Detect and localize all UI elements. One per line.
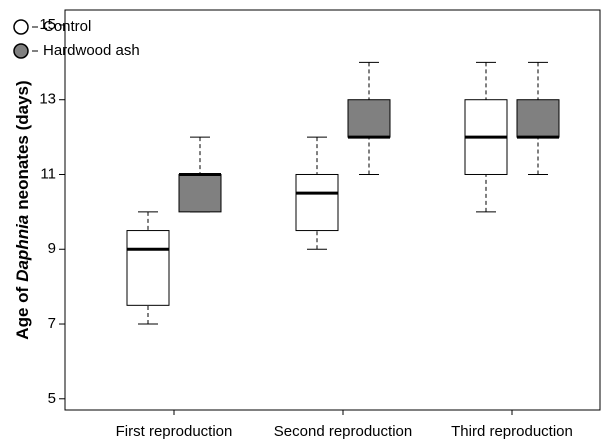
x-tick-label: Third reproduction xyxy=(451,423,573,440)
box xyxy=(126,230,170,306)
box xyxy=(347,99,391,138)
legend-label: Hardwood ash xyxy=(43,42,140,59)
box xyxy=(178,173,222,213)
y-label-part: Age of xyxy=(13,286,32,339)
y-tick-label: 11 xyxy=(40,165,56,182)
y-tick-label: 7 xyxy=(48,315,56,332)
y-tick-label: 9 xyxy=(48,240,56,257)
y-label-part: neonates (days) xyxy=(13,80,32,209)
legend-label: Control xyxy=(43,18,91,35)
x-tick-label: Second reproduction xyxy=(274,423,412,440)
y-label-part: Daphnia xyxy=(13,215,32,282)
y-tick-label: 15 xyxy=(39,16,56,33)
y-tick-label: 5 xyxy=(48,390,56,407)
legend-marker xyxy=(13,19,29,35)
x-tick-label: First reproduction xyxy=(116,423,233,440)
y-axis-label: Age of Daphnia neonates (days) xyxy=(13,80,32,339)
plot-frame xyxy=(64,9,601,411)
box xyxy=(295,173,339,232)
box xyxy=(516,99,560,138)
y-tick-label: 13 xyxy=(39,91,56,108)
legend-marker xyxy=(13,43,29,59)
